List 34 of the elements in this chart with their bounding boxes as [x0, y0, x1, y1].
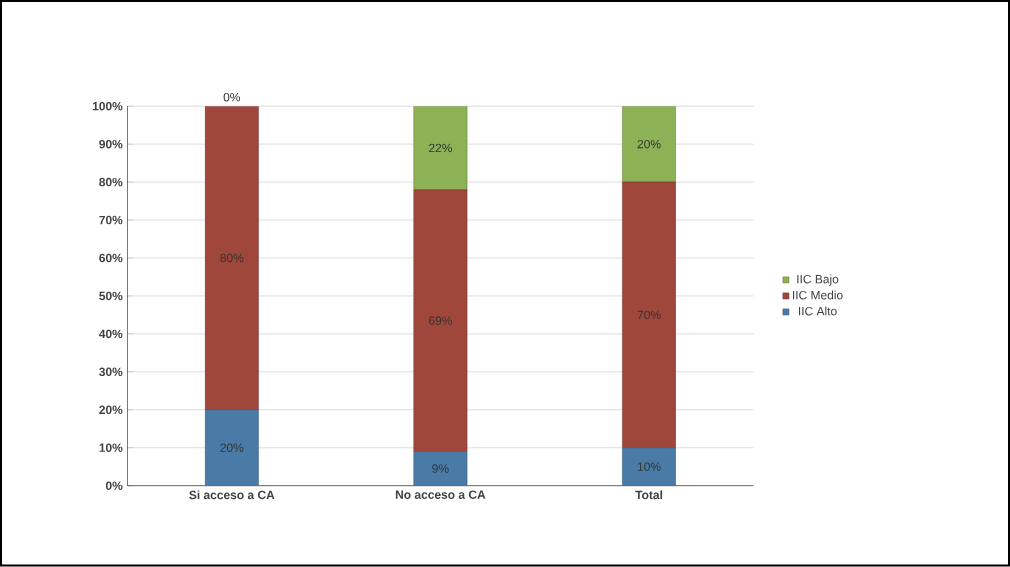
data-label: 70%	[637, 310, 661, 320]
legend-label: IIC Medio	[793, 290, 843, 300]
y-tick-label: 20%	[99, 405, 123, 415]
y-tick-label: 100%	[92, 102, 123, 111]
legend-label: IIC Alto	[798, 306, 837, 316]
bar	[413, 189, 468, 452]
y-tick-label: 10%	[99, 443, 123, 453]
data-label: 9%	[432, 464, 449, 474]
data-label: 22%	[429, 143, 452, 153]
y-tick-label: 60%	[99, 253, 123, 263]
y-tick-label: 40%	[99, 329, 123, 339]
bar	[413, 106, 468, 191]
legend-label: IIC Bajo	[797, 274, 839, 286]
y-tick-label: 70%	[99, 215, 123, 225]
data-label: 10%	[637, 462, 661, 472]
bar	[622, 106, 676, 183]
bar	[204, 409, 259, 486]
y-tick-label: 30%	[99, 367, 123, 377]
data-label: 20%	[220, 443, 244, 453]
x-tick-label: No acceso a CA	[395, 490, 486, 500]
data-label: 0%	[223, 93, 241, 102]
x-tick-label: Si acceso a CA	[189, 490, 275, 500]
bar	[622, 447, 676, 486]
data-label: 20%	[637, 140, 661, 149]
data-label: 69%	[429, 316, 452, 326]
y-tick-label: 0%	[105, 481, 123, 491]
bar	[622, 182, 676, 449]
y-tick-label: 50%	[99, 291, 123, 301]
y-tick-label: 90%	[99, 140, 123, 149]
y-tick-label: 80%	[99, 178, 123, 187]
bar	[204, 106, 259, 411]
x-tick-label: Total	[635, 490, 663, 500]
data-label: 80%	[220, 253, 244, 263]
bar	[413, 451, 468, 486]
